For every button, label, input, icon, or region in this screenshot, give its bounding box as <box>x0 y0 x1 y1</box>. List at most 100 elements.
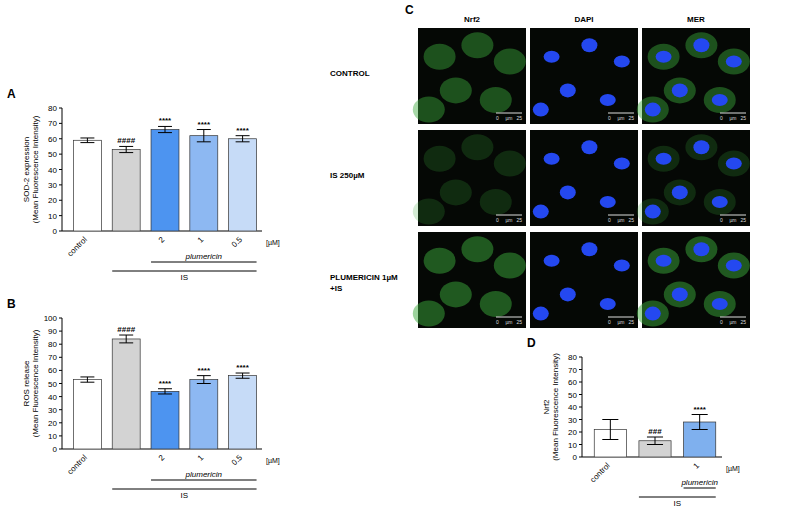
cytoplasm <box>494 49 526 75</box>
y-tick-label: 20 <box>48 419 57 428</box>
scale-text: µm <box>617 319 624 325</box>
panel-c: CNrf2DAPIMERCONTROL0µm250µm250µm25IS 250… <box>330 3 750 328</box>
nucleus <box>712 94 728 106</box>
scale-text: µm <box>729 319 736 325</box>
error-bar <box>80 138 94 143</box>
image-background <box>530 130 638 226</box>
y-tick <box>59 396 62 397</box>
error-bar <box>236 136 250 142</box>
panel-letter: B <box>7 297 16 311</box>
marks <box>594 415 715 458</box>
y-tick-label: 0 <box>573 453 578 462</box>
significance-label: **** <box>236 126 249 135</box>
unit-label: [µM] <box>726 465 740 473</box>
nucleus <box>656 51 672 63</box>
y-tick-label: 50 <box>48 380 57 389</box>
error-bar <box>197 130 211 142</box>
y-tick <box>59 449 62 450</box>
image-background <box>530 232 638 328</box>
column-header: MER <box>687 15 705 24</box>
nucleus <box>560 287 576 301</box>
y-tick-label: 70 <box>48 119 57 128</box>
scale-text: 0 <box>720 217 723 223</box>
scale-bar <box>720 317 746 318</box>
error-cap <box>236 378 250 379</box>
y-tick <box>59 331 62 332</box>
scale-text: µm <box>505 217 512 223</box>
y-tick-label: 100 <box>44 314 58 323</box>
cytoplasm <box>685 236 717 262</box>
unit-label: [µM] <box>266 457 280 465</box>
significance-label: **** <box>198 366 211 375</box>
error-stem <box>87 138 88 143</box>
cytoplasm <box>413 301 445 327</box>
error-cap <box>197 383 211 384</box>
y-tick-label: 0 <box>53 445 58 454</box>
cytoplasm <box>648 248 680 274</box>
nucleus <box>672 287 688 301</box>
error-stem <box>610 420 611 440</box>
nucleus <box>581 38 597 52</box>
scale-text: 25 <box>516 217 522 223</box>
group-line <box>151 480 257 481</box>
nucleus <box>672 185 688 199</box>
scale-text: 0 <box>608 115 611 121</box>
cytoplasm <box>461 32 493 58</box>
y-tick <box>59 357 62 358</box>
y-axis-title: ROS release(Mean Fluorescence Intensity) <box>22 329 40 437</box>
y-tick-label: 80 <box>568 353 577 362</box>
group-label: plumericin <box>185 252 223 261</box>
significance-label: **** <box>693 405 706 414</box>
image-background <box>642 28 750 124</box>
y-tick <box>579 382 582 383</box>
nucleus <box>712 298 728 310</box>
y-tick <box>579 457 582 458</box>
y-tick <box>59 200 62 201</box>
scale-text: µm <box>505 115 512 121</box>
image-background <box>530 28 638 124</box>
error-bar <box>119 146 133 152</box>
y-tick-label: 60 <box>48 366 57 375</box>
scale-bar <box>496 215 522 216</box>
unit-label: [µM] <box>266 239 280 247</box>
image-background <box>642 232 750 328</box>
y-tick-label: 40 <box>568 403 577 412</box>
y-tick-label: 20 <box>568 428 577 437</box>
nucleus <box>560 83 576 97</box>
cytoplasm <box>718 253 750 279</box>
micrograph: 0µm25 <box>530 130 638 226</box>
y-tick <box>59 370 62 371</box>
scale-text: 25 <box>516 319 522 325</box>
scale-text: µm <box>617 217 624 223</box>
y-tick <box>579 444 582 445</box>
y-tick-label: 10 <box>568 441 577 450</box>
cytoplasm <box>440 281 472 307</box>
error-cap <box>236 135 250 136</box>
cytoplasm <box>718 151 750 177</box>
error-cap <box>647 444 663 445</box>
y-tick <box>59 231 62 232</box>
scale-text: 25 <box>628 217 634 223</box>
significance-label: **** <box>159 379 172 388</box>
cytoplasm <box>648 146 680 172</box>
cytoplasm <box>718 49 750 75</box>
y-tick-label: 30 <box>48 181 57 190</box>
group-label: IS <box>181 273 189 282</box>
y-tick <box>579 419 582 420</box>
y-tick-label: 10 <box>48 432 57 441</box>
scale-bar <box>608 317 634 318</box>
cytoplasm <box>664 179 696 205</box>
error-cap <box>119 342 133 343</box>
y-tick-label: 80 <box>48 104 57 113</box>
bar <box>112 339 140 449</box>
y-tick <box>59 154 62 155</box>
y-tick-label: 10 <box>48 212 57 221</box>
bar <box>190 380 218 449</box>
scale-text: 0 <box>608 319 611 325</box>
y-tick-label: 40 <box>48 166 57 175</box>
error-bar <box>602 420 618 440</box>
y-tick <box>59 344 62 345</box>
y-tick-label: 50 <box>568 391 577 400</box>
error-bar <box>236 373 250 378</box>
scale-text: 25 <box>740 319 746 325</box>
